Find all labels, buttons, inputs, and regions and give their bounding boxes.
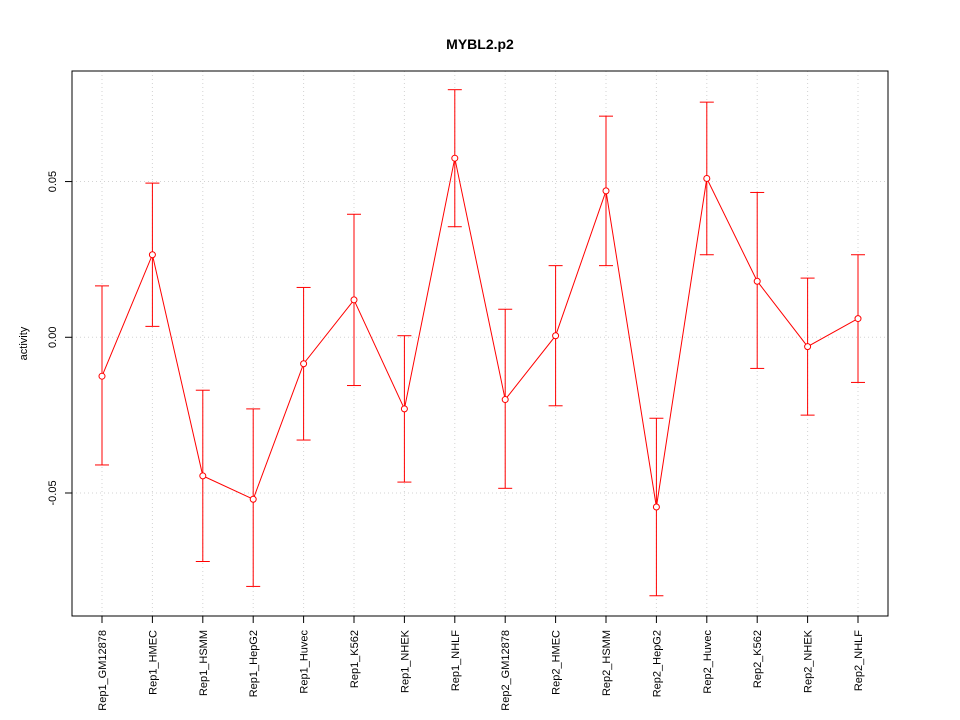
x-tick-label: Rep2_K562 <box>752 630 764 688</box>
data-point <box>98 372 106 380</box>
x-tick-label: Rep2_HSMM <box>601 630 613 696</box>
y-tick-label: 0.00 <box>47 327 59 348</box>
x-axis: Rep1_GM12878 Rep1_HMEC Rep1_HSMM Rep1_HepG2… <box>97 616 865 711</box>
chart-title: MYBL2.p2 <box>446 36 514 52</box>
data-point <box>753 277 761 285</box>
y-axis: -0.05 0.00 0.05 <box>47 171 72 506</box>
series-line <box>101 158 859 508</box>
x-tick-label: Rep1_NHLF <box>450 630 462 691</box>
x-tick-label: Rep2_NHEK <box>803 629 815 693</box>
x-tick-label: Rep1_HMEC <box>147 630 159 695</box>
y-tick-label: 0.05 <box>47 171 59 192</box>
x-tick-label: Rep2_HepG2 <box>651 630 663 697</box>
data-point <box>552 332 560 340</box>
data-point <box>400 405 408 413</box>
plot-frame <box>71 70 889 617</box>
data-point <box>451 154 459 162</box>
x-tick-label: Rep1_K562 <box>349 630 361 688</box>
data-point <box>602 187 610 195</box>
data-point <box>703 174 711 182</box>
y-axis-label: activity <box>18 326 30 360</box>
x-tick-label: Rep1_Huvec <box>299 630 311 694</box>
x-tick-label: Rep2_GM12878 <box>500 630 512 711</box>
data-point <box>148 251 156 259</box>
x-tick-label: Rep2_Huvec <box>702 630 714 694</box>
data-point <box>652 503 660 511</box>
x-tick-label: Rep1_HSMM <box>198 630 210 696</box>
data-point <box>249 495 257 503</box>
x-tick-label: Rep1_NHEK <box>399 629 411 693</box>
data-point <box>350 296 358 304</box>
data-point <box>501 396 509 404</box>
data-point <box>854 315 862 323</box>
x-tick-label: Rep1_GM12878 <box>97 630 109 711</box>
x-tick-label: Rep2_HMEC <box>551 630 563 695</box>
x-tick-label: Rep1_HepG2 <box>248 630 260 697</box>
series-layer <box>95 89 865 597</box>
data-point <box>199 472 207 480</box>
x-tick-label: Rep2_NHLF <box>853 630 865 691</box>
data-point <box>300 360 308 368</box>
y-tick-label: -0.05 <box>47 480 59 505</box>
data-point <box>804 343 812 351</box>
